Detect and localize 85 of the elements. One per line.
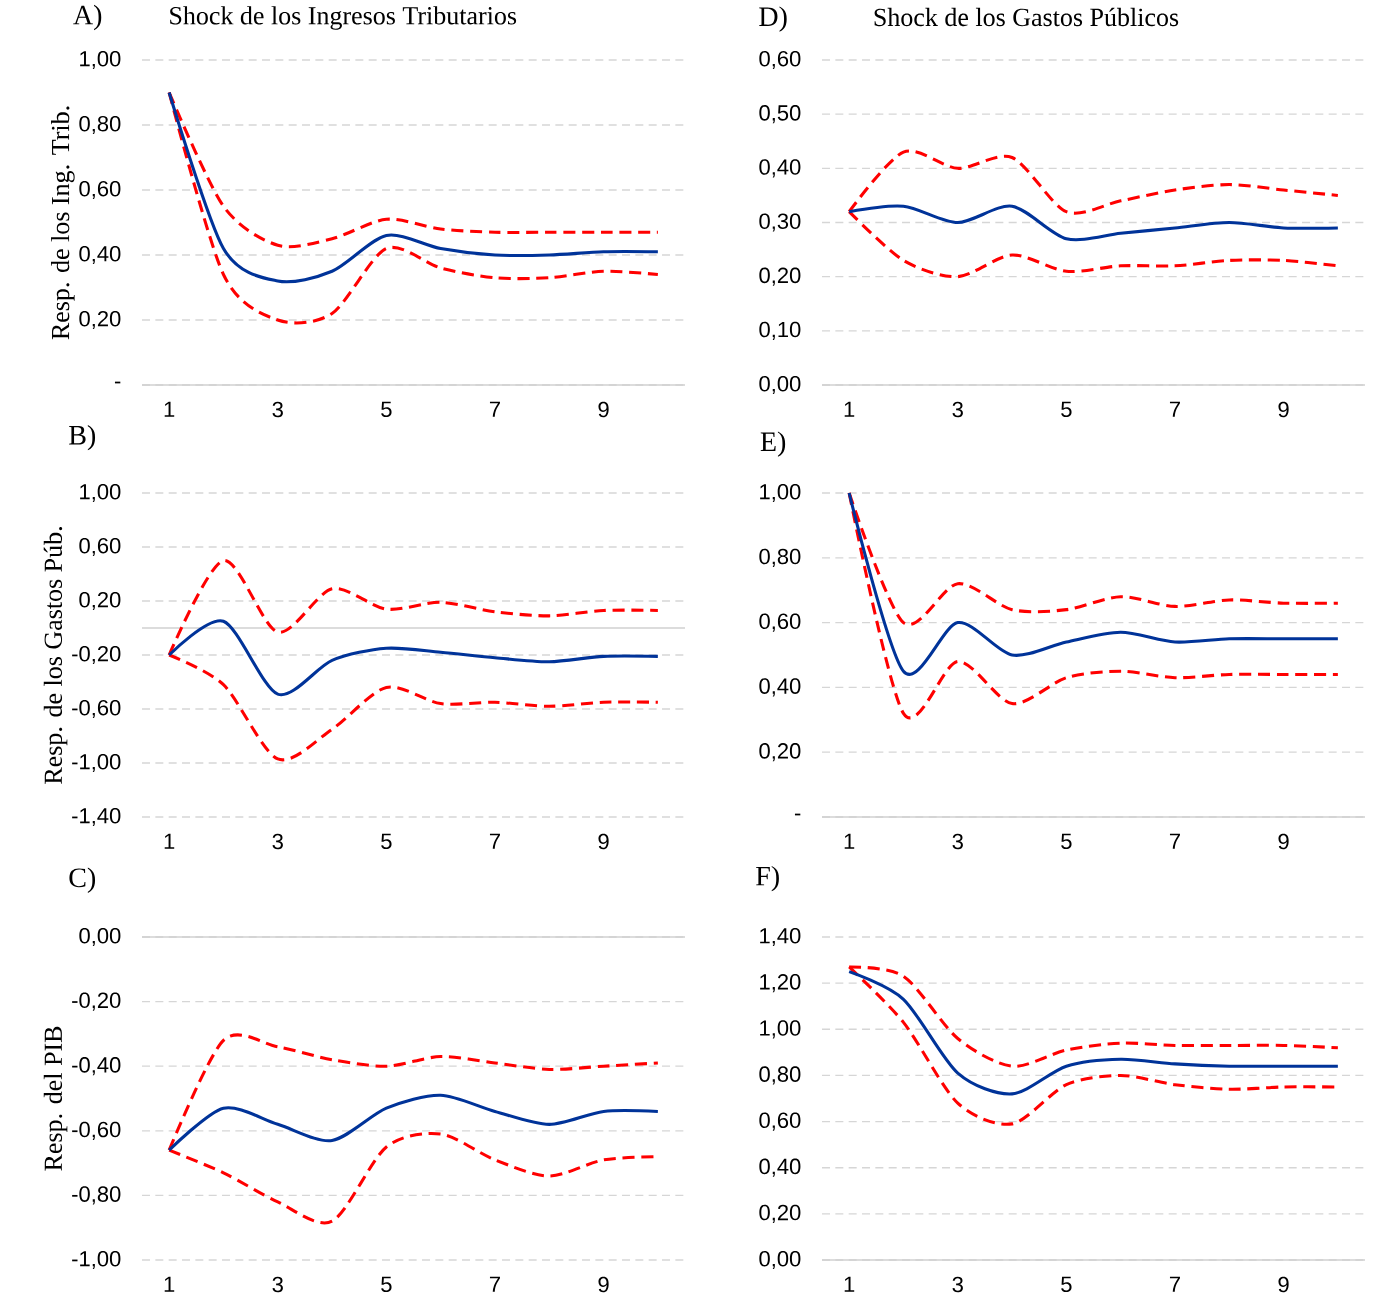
line-series (167, 619, 660, 697)
y-tick-label: 0,40 (79, 245, 121, 265)
y-axis-title: Resp. de los Gastos Púb. (43, 527, 68, 784)
y-tick-label: 1,20 (760, 974, 801, 993)
y-tick-label: -0,20 (72, 992, 121, 1011)
x-tick-label: 9 (598, 1276, 609, 1293)
x-tick-label: 1 (844, 833, 855, 849)
y-tick-label: 0,20 (79, 310, 121, 330)
x-tick-label: 5 (381, 401, 392, 418)
y-tick-label: -0,60 (72, 699, 121, 719)
y-tick-label: 1,40 (760, 927, 801, 947)
y-tick-label: 0,20 (79, 591, 121, 611)
x-tick-label: 1 (844, 401, 855, 417)
x-tick-label: 7 (1169, 1276, 1180, 1292)
y-tick-label: 0,60 (759, 613, 801, 632)
x-tick-label: 3 (272, 833, 283, 850)
y-tick-label: 0,60 (79, 180, 121, 200)
line-series (847, 970, 1340, 1096)
chart-title: B) (69, 424, 96, 451)
y-tick-label: 1,00 (760, 483, 801, 503)
x-tick-label: 5 (1061, 833, 1072, 850)
y-tick-label: -1,00 (72, 1250, 121, 1270)
y-tick-label: 0,40 (759, 159, 801, 178)
y-tick-label: -1,00 (72, 753, 121, 773)
line-series (167, 1093, 660, 1152)
x-tick-label: 9 (1278, 401, 1289, 418)
x-tick-label: 3 (952, 401, 963, 418)
y-tick-label: -0,40 (72, 1057, 121, 1076)
x-tick-label: 3 (952, 1276, 963, 1293)
x-tick-label: 9 (598, 833, 609, 850)
x-tick-label: 3 (272, 1276, 283, 1293)
y-tick-label: 0,00 (759, 375, 801, 395)
x-tick-label: 9 (598, 401, 609, 418)
x-tick-label: 1 (164, 401, 175, 417)
x-tick-label: 3 (272, 401, 283, 418)
y-tick-label: 1,00 (80, 483, 121, 503)
y-tick-label: 0,80 (759, 548, 801, 567)
y-axis-title: Resp. de los Ing. Trib. (51, 106, 75, 340)
chart-title: D) (759, 6, 787, 32)
y-tick-label: - (794, 813, 801, 816)
y-tick-label: 0,80 (79, 115, 121, 135)
y-tick-label: 1,00 (80, 50, 121, 70)
chart-subtitle: Shock de los Gastos Públicos (874, 7, 1179, 27)
y-tick-label: - (114, 381, 121, 384)
y-tick-label: 0,50 (759, 105, 801, 124)
y-tick-label: -0,60 (72, 1121, 121, 1140)
x-tick-label: 7 (1169, 401, 1180, 417)
y-tick-label: 0,00 (759, 1250, 801, 1270)
y-tick-label: 0,40 (759, 678, 801, 697)
y-tick-label: 0,10 (759, 321, 801, 340)
line-series (847, 204, 1340, 242)
x-tick-label: 1 (164, 1276, 175, 1292)
y-tick-label: 0,60 (759, 50, 801, 70)
chart-title: A) (73, 4, 102, 31)
x-tick-label: 3 (952, 833, 963, 850)
y-tick-label: 0,60 (79, 537, 121, 557)
x-tick-label: 1 (844, 1276, 855, 1292)
y-tick-label: 0,80 (759, 1066, 801, 1085)
y-tick-label: -1,40 (72, 807, 121, 827)
chart-title: C) (69, 867, 96, 893)
y-axis-title: Resp. del PIB (43, 1026, 68, 1171)
y-tick-label: 0,60 (759, 1112, 801, 1131)
x-tick-label: 7 (489, 401, 500, 417)
chart-subtitle: Shock de los Ingresos Tributarios (170, 6, 517, 30)
x-tick-label: 7 (489, 833, 500, 849)
y-tick-label: 0,00 (79, 927, 121, 947)
x-tick-label: 5 (1061, 1276, 1072, 1293)
chart-title: F) (756, 865, 779, 892)
x-tick-label: 1 (164, 833, 175, 849)
y-tick-label: 1,00 (760, 1020, 801, 1039)
y-tick-label: -0,80 (72, 1186, 121, 1205)
x-tick-label: 7 (1169, 833, 1180, 849)
chart-title: E) (760, 431, 786, 457)
x-tick-label: 9 (1278, 833, 1289, 850)
x-tick-label: 5 (1061, 401, 1072, 418)
x-tick-label: 5 (381, 1276, 392, 1293)
x-tick-label: 5 (381, 833, 392, 850)
y-tick-label: 0,40 (759, 1158, 801, 1177)
x-tick-label: 7 (489, 1276, 500, 1292)
x-tick-label: 9 (1278, 1276, 1289, 1293)
y-tick-label: 0,20 (759, 743, 801, 762)
y-tick-label: 0,30 (759, 213, 801, 232)
y-tick-label: 0,20 (759, 1204, 801, 1223)
y-tick-label: 0,20 (759, 267, 801, 286)
y-tick-label: -0,20 (72, 645, 121, 665)
